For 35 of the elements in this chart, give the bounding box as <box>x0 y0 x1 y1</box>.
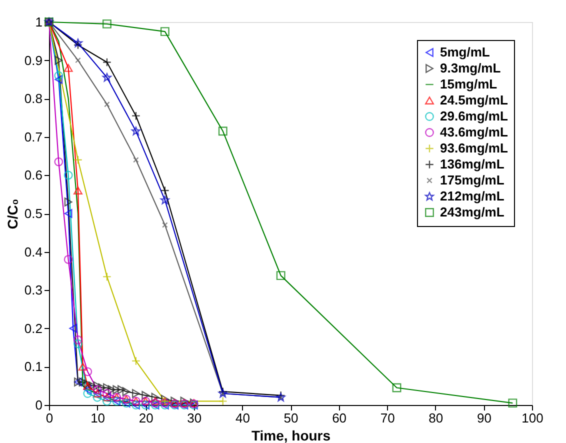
y-tick-label: 0.5 <box>24 206 42 221</box>
legend-label: 29.6mg/mL <box>440 108 508 124</box>
x-tick-label: 80 <box>428 410 444 426</box>
y-tick-label: 0.3 <box>24 282 42 298</box>
x-tick-label: 20 <box>138 410 154 426</box>
legend-label: 5mg/mL <box>440 44 490 60</box>
y-axis-title: C/C₀ <box>4 198 20 230</box>
x-axis-title: Time, hours <box>251 428 331 443</box>
x-tick-label: 60 <box>332 410 347 426</box>
y-tick-label: 0.1 <box>24 359 42 374</box>
legend-label: 212mg/mL <box>440 188 504 204</box>
x-tick-label: 90 <box>476 410 492 426</box>
x-tick-label: 70 <box>380 410 395 426</box>
legend-label: 24.5mg/mL <box>440 92 508 108</box>
x-tick-label: 0 <box>46 410 54 426</box>
y-tick-label: 1 <box>35 14 42 30</box>
legend-label: 9.3mg/mL <box>440 60 501 76</box>
legend-label: 175mg/mL <box>440 172 504 188</box>
x-tick-label: 10 <box>90 410 106 426</box>
x-tick-label: 30 <box>187 410 202 426</box>
y-tick-label: 0.7 <box>24 129 42 144</box>
y-tick-label: 0 <box>35 398 42 412</box>
y-tick-label: 0.4 <box>24 244 42 260</box>
y-tick-label: 0.6 <box>24 168 42 183</box>
x-tick-label: 50 <box>284 410 298 426</box>
legend-label: 15mg/mL <box>440 76 498 92</box>
x-tick-label: 40 <box>235 410 250 426</box>
y-tick-label: 0.2 <box>24 320 42 336</box>
legend-label: 43.6mg/mL <box>440 124 508 140</box>
x-tick-label: 100 <box>522 410 544 426</box>
legend-label: 136mg/mL <box>440 156 504 172</box>
legend-label: 93.6mg/mL <box>440 140 508 156</box>
y-tick-label: 0.9 <box>24 52 42 68</box>
legend-label: 243mg/mL <box>440 204 504 220</box>
y-tick-label: 0.8 <box>24 91 42 106</box>
